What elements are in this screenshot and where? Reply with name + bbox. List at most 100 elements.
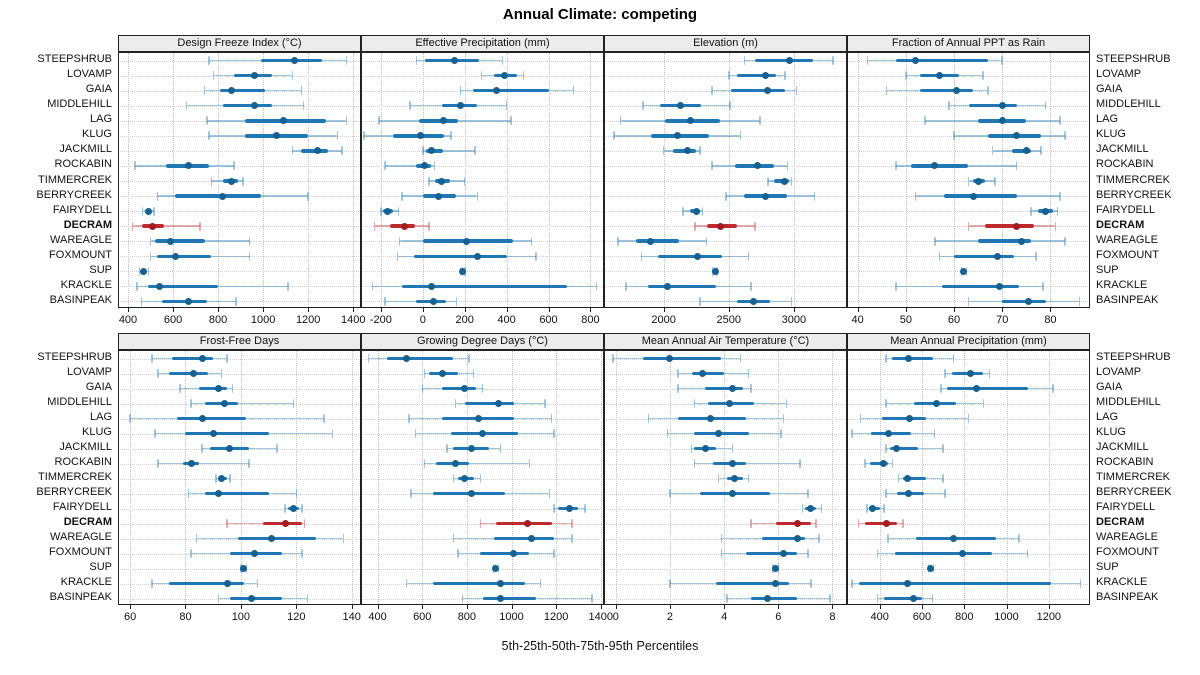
gridline-x bbox=[724, 351, 726, 604]
whisker-cap-high bbox=[292, 399, 295, 408]
gridline-y bbox=[606, 75, 845, 77]
gridline-x bbox=[954, 53, 956, 307]
gridline-y bbox=[363, 75, 602, 77]
whisker-cap-low bbox=[1030, 206, 1032, 216]
whisker-cap-high bbox=[522, 71, 525, 81]
axis-tick-label: 60 bbox=[947, 314, 961, 326]
axis-tick bbox=[263, 308, 265, 312]
whisker-cap-low bbox=[711, 161, 713, 171]
whisker-cap-low bbox=[613, 131, 615, 141]
interquartile-bar bbox=[636, 239, 680, 243]
gridline-y bbox=[120, 60, 359, 62]
whisker-cap-high bbox=[942, 444, 944, 453]
whisker-cap-high bbox=[572, 86, 575, 96]
whisker-cap-low bbox=[149, 251, 152, 261]
whisker-cap-low bbox=[363, 131, 365, 141]
whisker-cap-low bbox=[876, 549, 879, 558]
site-label-left-foxmount: FOXMOUNT bbox=[49, 248, 112, 261]
whisker-cap-low bbox=[190, 549, 192, 558]
median-dot bbox=[251, 550, 259, 557]
whisker-cap-high bbox=[463, 176, 466, 186]
axis-tick bbox=[600, 605, 602, 609]
median-dot bbox=[228, 87, 236, 95]
site-label-right-wareagle: WAREAGLE bbox=[1096, 531, 1158, 543]
whisker-cap-low bbox=[885, 86, 888, 96]
site-label-left-rockabin: ROCKABIN bbox=[54, 158, 112, 171]
median-dot bbox=[674, 132, 682, 140]
whisker-cap-high bbox=[1054, 221, 1056, 231]
whisker-cap-high bbox=[731, 444, 734, 453]
gridline-x bbox=[857, 53, 859, 307]
site-label-right-rockabin: ROCKABIN bbox=[1096, 456, 1154, 468]
median-dot bbox=[884, 430, 892, 437]
site-label-right-jackmill: JACKMILL bbox=[1096, 143, 1149, 156]
chart-title: Annual Climate: competing bbox=[502, 6, 698, 23]
interquartile-bar bbox=[941, 284, 1020, 289]
whisker-cap-high bbox=[528, 459, 531, 468]
whisker-cap-high bbox=[747, 474, 750, 483]
axis-tick bbox=[422, 605, 424, 609]
median-dot bbox=[463, 237, 471, 245]
site-label-left-klug: KLUG bbox=[82, 426, 112, 438]
whisker-cap-high bbox=[307, 191, 309, 201]
interquartile-bar bbox=[978, 239, 1032, 243]
site-label-right-jackmill: JACKMILL bbox=[1096, 441, 1149, 453]
median-dot bbox=[763, 595, 771, 602]
whisker-cap-high bbox=[1078, 296, 1081, 306]
site-label-left-wareagle: WAREAGLE bbox=[50, 531, 112, 543]
interquartile-bar bbox=[480, 551, 530, 556]
whisker-cap-high bbox=[345, 56, 348, 66]
whisker-cap-high bbox=[747, 369, 750, 378]
gridline-x bbox=[1002, 53, 1004, 307]
whisker-cap-low bbox=[887, 534, 889, 543]
gridline-y bbox=[363, 120, 602, 122]
gridline-y bbox=[363, 135, 602, 137]
whisker-cap-low bbox=[662, 146, 665, 156]
axis-tick bbox=[879, 605, 881, 609]
median-dot bbox=[281, 520, 289, 527]
whisker-cap-high bbox=[784, 71, 786, 81]
whisker-cap-low bbox=[410, 489, 412, 498]
whisker-cap-low bbox=[857, 519, 860, 528]
panel-plot-elevation-m bbox=[604, 52, 847, 308]
gridline-y bbox=[363, 301, 602, 303]
whisker-cap-low bbox=[195, 534, 198, 543]
gridline-y bbox=[606, 105, 845, 107]
median-dot bbox=[450, 57, 458, 65]
whisker-cap-high bbox=[591, 594, 593, 603]
axis-tick-label: 800 bbox=[208, 314, 228, 326]
median-dot bbox=[429, 297, 437, 305]
interquartile-bar bbox=[731, 88, 785, 93]
interquartile-bar bbox=[716, 581, 790, 586]
site-label-left-fairydell: FAIRYDELL bbox=[52, 203, 112, 216]
gridline-y bbox=[120, 241, 359, 243]
whisker-cap-high bbox=[553, 429, 555, 438]
gridline-y bbox=[606, 448, 845, 450]
whisker-cap-low bbox=[851, 579, 853, 588]
interquartile-bar bbox=[157, 254, 212, 259]
median-dot bbox=[313, 147, 321, 155]
interquartile-bar bbox=[947, 386, 1028, 391]
median-dot bbox=[171, 252, 179, 260]
whisker-cap-high bbox=[544, 399, 546, 408]
whisker-cap-low bbox=[914, 191, 917, 201]
site-label-right-foxmount: FOXMOUNT bbox=[1096, 248, 1159, 261]
site-label-left-steepshrub: STEEPSHRUB bbox=[37, 351, 112, 363]
median-dot bbox=[728, 490, 736, 497]
gridline-x bbox=[1048, 351, 1050, 604]
whisker-cap-low bbox=[409, 101, 411, 111]
median-dot bbox=[998, 117, 1006, 125]
whisker-cap-high bbox=[790, 176, 793, 186]
whisker-cap-low bbox=[669, 579, 671, 588]
gridline-y bbox=[363, 358, 602, 360]
whisker-cap-high bbox=[807, 489, 809, 498]
median-dot bbox=[903, 475, 911, 482]
whisker-cap-low bbox=[138, 266, 141, 276]
gridline-x bbox=[778, 351, 780, 604]
whisker-cap-low bbox=[693, 399, 696, 408]
interquartile-bar bbox=[414, 254, 507, 259]
interquartile-bar bbox=[890, 446, 918, 451]
site-label-left-basinpeak: BASINPEAK bbox=[49, 293, 112, 306]
median-dot bbox=[910, 595, 918, 602]
